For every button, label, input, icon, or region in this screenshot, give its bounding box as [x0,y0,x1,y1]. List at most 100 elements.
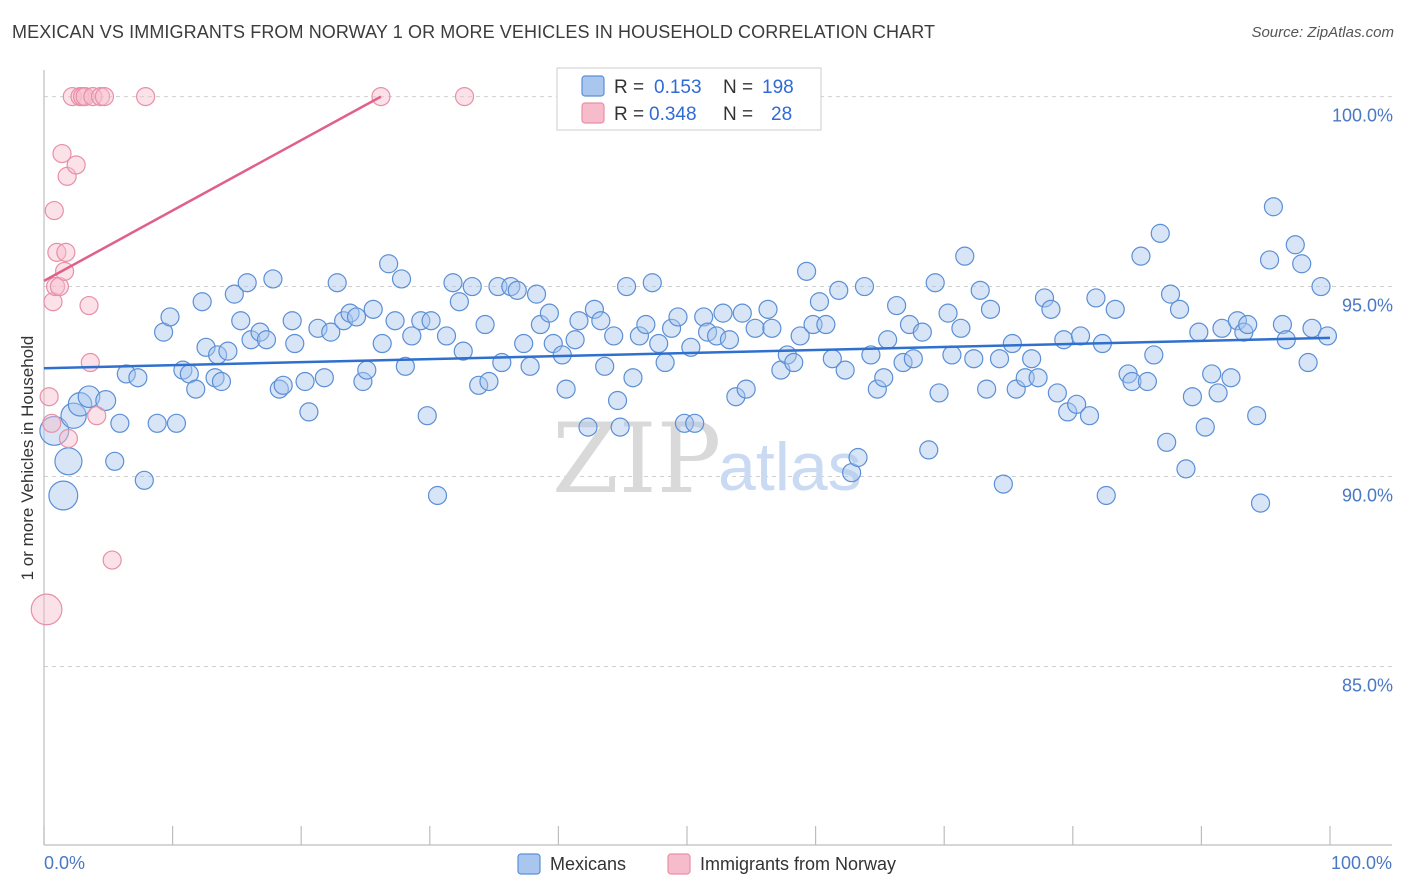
y-tick-label: 100.0% [1332,106,1393,126]
norway-point [52,143,72,164]
stats-n-label: N = [723,77,753,98]
mexicans-point [674,413,695,433]
mexicans-point [809,292,830,312]
mexicans-point [67,392,93,417]
mexicans-point [1202,364,1222,384]
mexicans-point [893,352,913,373]
mexicans-point [796,261,817,281]
mexicans-point [1317,326,1338,346]
mexicans-point [273,375,293,395]
mexicans-point [346,307,367,327]
mexicans-point [479,371,499,392]
mexicans-point [874,368,894,388]
mexicans-point [989,349,1010,369]
legend-swatch-norway [667,853,691,875]
mexicans-point [39,415,70,446]
mexicans-point [790,326,810,346]
mexicans-point [77,385,101,409]
mexicans-point [591,311,611,331]
mexicans-point [421,311,441,331]
mexicans-point [192,292,212,312]
mexicans-point [726,387,746,407]
source-label: Source: ZipAtlas.com [1251,24,1394,41]
mexicans-point [514,333,534,354]
series-mexicans-points [39,197,1338,513]
mexicans-point [887,295,907,316]
chart-title: MEXICAN VS IMMIGRANTS FROM NORWAY 1 OR M… [12,22,936,42]
legend-label-mexicans: Mexicans [550,854,626,874]
mexicans-point [54,447,83,476]
mexicans-point [1137,371,1157,392]
legend-swatch-mexicans [517,853,541,875]
norway-point [30,593,63,626]
mexicans-point [263,269,283,289]
mexicans-point [357,360,377,380]
mexicans-point [1250,493,1271,513]
mexicans-point [128,368,148,388]
mexicans-point [285,333,305,354]
x-ticks [43,826,1331,845]
norway-point [87,406,107,426]
mexicans-point [835,360,855,380]
mexicans-point [411,311,431,331]
norway-point [83,86,103,107]
mexicans-point [854,276,875,297]
mexicans-point [160,307,180,327]
norway-point [56,242,76,262]
mexicans-point [584,299,605,319]
mexicans-point [269,379,289,399]
mexicans-point [912,322,932,342]
mexicans-point [1002,333,1022,354]
mexicans-point [379,254,399,274]
mexicans-point [1160,284,1181,304]
stats-r-value: 0.153 [654,77,702,98]
y-tick-label: 90.0% [1342,485,1393,505]
mexicans-point [166,413,187,433]
legend-label-norway: Immigrants from Norway [700,854,896,874]
mexicans-point [565,330,585,350]
mexicans-point [595,356,615,376]
mexicans-point [417,406,437,426]
trend-lines [43,95,1331,370]
mexicans-point [218,341,238,361]
mexicans-point [569,311,589,331]
mexicans-point [256,330,277,350]
stats-n-value: 198 [762,77,794,98]
x-tick-label-max: 100.0% [1331,853,1392,873]
mexicans-point [507,280,527,300]
mexicans-point [443,273,463,293]
mexicans-point [1189,322,1209,342]
mexicans-point [1034,288,1055,308]
mexicans-point [762,318,782,338]
mexicans-point [942,345,962,365]
mexicans-point [134,470,154,490]
mexicans-point [758,299,778,319]
mexicans-point [610,417,630,437]
mexicans-point [951,318,971,338]
mexicans-point [713,303,733,323]
mexicans-point [745,318,765,338]
watermark-atlas: atlas [718,429,862,505]
mexicans-point [1144,345,1164,365]
mexicans-point [655,352,675,373]
stats-box: R = 0.153 N = 198 R = 0.348 N = 28 [556,67,822,131]
mexicans-point [629,326,650,346]
mexicans-point [938,303,958,323]
mexicans-point [980,299,1001,319]
mexicans-point [736,379,756,399]
mexicans-point [1227,311,1248,331]
mexicans-point [436,326,457,346]
norway-point [454,86,475,107]
stats-n-label: N = [723,104,753,125]
mexicans-point [1182,387,1202,407]
mexicans-point [469,375,489,395]
mexicans-point [250,322,270,342]
norway-point [42,413,62,433]
mexicans-point [661,318,682,338]
norway-point [79,295,99,316]
mexicans-point [861,345,881,365]
norway-point [58,428,79,449]
stats-r-label: R = [614,104,644,125]
stats-n-value: 28 [771,104,792,125]
